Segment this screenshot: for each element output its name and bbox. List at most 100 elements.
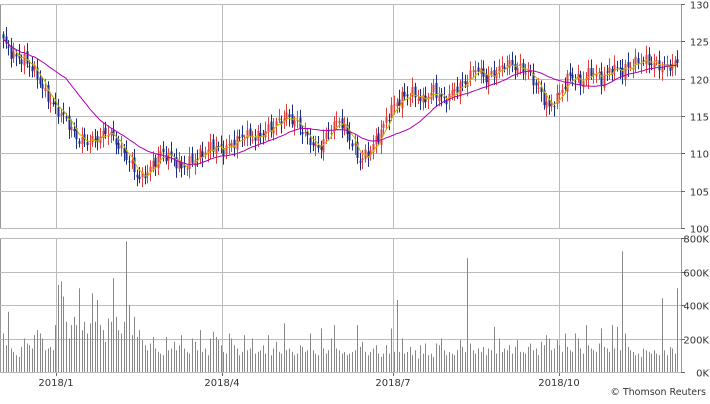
candle-body xyxy=(564,87,567,89)
candle-body xyxy=(178,160,181,169)
candle-body xyxy=(616,67,619,69)
candle-body xyxy=(522,63,525,73)
candle-body xyxy=(39,77,42,85)
candle-body xyxy=(23,54,26,66)
candle-body xyxy=(409,98,412,100)
candle-body xyxy=(655,60,658,62)
candle-body xyxy=(653,62,656,68)
candle-body xyxy=(215,146,218,155)
candle-body xyxy=(322,139,325,153)
candle-body xyxy=(5,36,8,44)
candle-body xyxy=(482,68,485,77)
candle-body xyxy=(359,160,362,163)
candle-body xyxy=(12,51,15,59)
volume-y-tick-label: 800K xyxy=(683,235,709,246)
candle-body xyxy=(598,72,601,74)
candle-body xyxy=(354,143,357,146)
candle-body xyxy=(165,155,168,162)
candle-body xyxy=(553,106,556,108)
candle-body xyxy=(304,132,307,134)
candle-body xyxy=(96,136,99,143)
candle-body xyxy=(485,74,488,83)
short-moving-average-line xyxy=(2,38,678,177)
candle-body xyxy=(10,45,13,59)
candle-body xyxy=(377,133,380,142)
candle-body xyxy=(550,104,553,107)
candle-body xyxy=(506,65,509,67)
candle-body xyxy=(487,75,490,86)
candle-body xyxy=(417,98,420,100)
candle-body xyxy=(141,171,144,178)
candle-body xyxy=(556,93,559,104)
candle-body xyxy=(406,94,409,97)
candle-body xyxy=(490,70,493,75)
candle-body xyxy=(188,156,191,169)
candle-body xyxy=(432,84,435,92)
candle-body xyxy=(154,157,157,167)
candle-body xyxy=(301,131,304,135)
candle-body xyxy=(369,150,372,155)
candle-body xyxy=(514,63,517,70)
candle-body xyxy=(648,54,651,66)
candle-body xyxy=(70,126,73,131)
candle-body xyxy=(194,160,197,166)
candle-body xyxy=(611,69,614,75)
price-y-tick-label: 130 xyxy=(690,1,709,12)
candle-body xyxy=(259,132,262,137)
candle-body xyxy=(33,64,36,70)
candle-body xyxy=(146,172,149,176)
candle-body xyxy=(558,92,561,95)
candle-body xyxy=(388,120,391,122)
candle-body xyxy=(83,134,86,140)
candle-body xyxy=(217,146,220,148)
candle-body xyxy=(453,89,456,92)
candle-body xyxy=(335,120,338,122)
candle-body xyxy=(469,70,472,81)
copyright-credit: © Thomson Reuters xyxy=(610,387,706,398)
candle-body xyxy=(62,112,65,115)
candle-body xyxy=(495,74,498,79)
candle-body xyxy=(493,70,496,76)
candle-body xyxy=(15,54,18,57)
candle-body xyxy=(535,82,538,86)
candle-body xyxy=(341,118,344,129)
candle-body xyxy=(545,101,548,108)
candle-body xyxy=(348,131,351,141)
candle-body xyxy=(600,71,603,86)
candle-body xyxy=(325,132,328,139)
candle-body xyxy=(91,135,94,143)
candle-body xyxy=(440,93,443,97)
candle-body xyxy=(375,135,378,145)
candle-body xyxy=(422,94,425,103)
candle-body xyxy=(613,64,616,72)
candle-body xyxy=(621,67,624,77)
candle-body xyxy=(474,70,477,73)
candle-body xyxy=(209,142,212,152)
candle-body xyxy=(68,115,71,130)
candle-body xyxy=(272,127,275,134)
candle-body xyxy=(159,151,162,157)
candle-body xyxy=(338,121,341,124)
candle-body xyxy=(246,130,249,139)
candle-body xyxy=(73,128,76,132)
candle-body xyxy=(251,139,254,141)
candle-body xyxy=(41,84,44,89)
candle-body xyxy=(346,124,349,135)
candle-body xyxy=(104,127,107,134)
candle-body xyxy=(280,121,283,125)
candle-body xyxy=(230,142,233,147)
candle-body xyxy=(75,128,78,140)
candle-body xyxy=(78,141,81,144)
candle-body xyxy=(123,147,126,153)
candle-body xyxy=(608,67,611,73)
candle-body xyxy=(650,63,653,65)
candle-body xyxy=(212,139,215,152)
candle-body xyxy=(451,90,454,96)
candle-body xyxy=(532,72,535,86)
candle-body xyxy=(398,99,401,106)
candle-body xyxy=(186,168,189,170)
candle-body xyxy=(393,104,396,106)
candle-body xyxy=(7,46,10,48)
candle-body xyxy=(241,134,244,138)
candle-body xyxy=(361,158,364,161)
